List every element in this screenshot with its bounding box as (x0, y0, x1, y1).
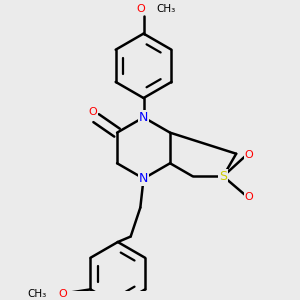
Text: O: O (58, 289, 67, 299)
Text: O: O (88, 107, 97, 117)
Text: CH₃: CH₃ (28, 289, 47, 299)
Text: O: O (244, 192, 253, 202)
Text: CH₃: CH₃ (156, 4, 176, 14)
Text: O: O (244, 150, 253, 160)
Text: S: S (219, 170, 227, 183)
Text: N: N (139, 172, 148, 185)
Text: N: N (139, 111, 148, 124)
Text: O: O (136, 4, 145, 14)
